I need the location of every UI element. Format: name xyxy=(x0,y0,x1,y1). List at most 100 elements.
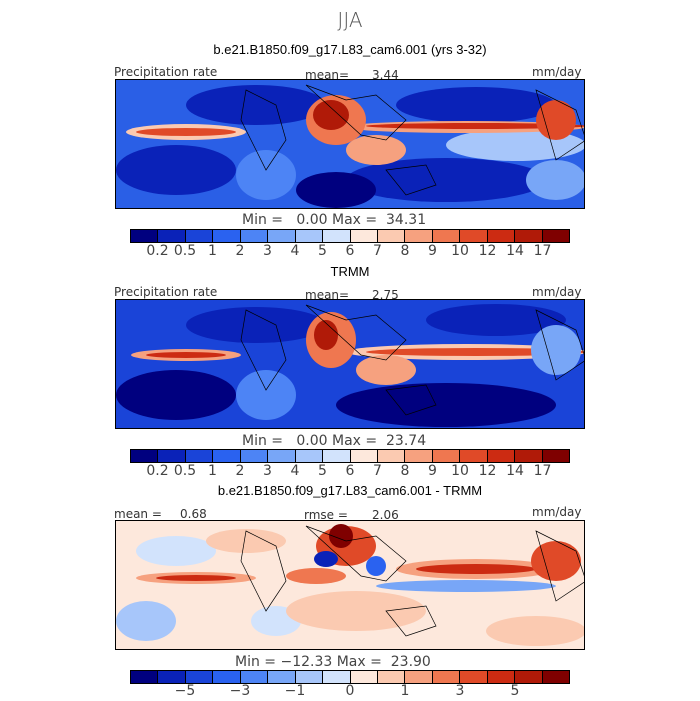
colorbar-tick-label: 0.5 xyxy=(173,243,197,259)
colorbar-tick-label: 10 xyxy=(451,463,469,479)
panel2-mean-value: 2.75 xyxy=(372,288,399,302)
colorbar-swatch xyxy=(460,230,488,242)
colorbar-swatch xyxy=(158,671,186,683)
colorbar-swatch xyxy=(515,671,543,683)
colorbar-swatch xyxy=(350,671,378,683)
colorbar-tick-label: 3 xyxy=(263,243,272,259)
colorbar-tick-label: 17 xyxy=(533,463,552,479)
colorbar-swatch xyxy=(185,230,214,242)
panel3-mean-value: 0.68 xyxy=(180,507,207,521)
colorbar-swatch xyxy=(268,450,296,462)
colorbar-tick-label: 8 xyxy=(400,463,410,479)
panel1-title: b.e21.B1850.f09_g17.L83_cam6.001 (yrs 3-… xyxy=(213,42,487,57)
panel3-rmse-label: rmse = xyxy=(304,508,348,522)
panel1-units: mm/day xyxy=(532,65,582,79)
colorbar-swatch xyxy=(515,230,543,242)
colorbar-swatch xyxy=(240,230,269,242)
colorbar-swatch xyxy=(213,230,241,242)
colorbar-swatch xyxy=(460,671,488,683)
colorbar-swatch xyxy=(240,450,269,462)
colorbar-tick-label: −3 xyxy=(229,683,251,699)
colorbar-tick-label: 8 xyxy=(400,243,410,259)
panel3-colorbar xyxy=(130,670,570,684)
colorbar-tick-label: 14 xyxy=(506,243,524,259)
colorbar-swatch xyxy=(158,450,186,462)
colorbar-tick-label: 2 xyxy=(235,243,245,259)
panel1-mean-label: mean= xyxy=(305,68,350,82)
panel3-minmax: Min = −12.33 Max = 23.90 xyxy=(235,654,431,670)
colorbar-tick-label: 9 xyxy=(428,243,437,259)
colorbar-swatch xyxy=(432,230,461,242)
colorbar-tick-label: 17 xyxy=(533,243,552,259)
colorbar-swatch xyxy=(131,230,159,242)
colorbar-swatch xyxy=(487,450,516,462)
colorbar-swatch xyxy=(240,671,269,683)
colorbar-swatch xyxy=(542,230,569,242)
colorbar-tick-label: 0 xyxy=(345,683,355,699)
colorbar-swatch xyxy=(432,450,461,462)
colorbar-swatch xyxy=(213,671,241,683)
panel1-mean-value: 3.44 xyxy=(372,68,399,82)
colorbar-tick-label: 5 xyxy=(318,463,327,479)
colorbar-tick-label: 7 xyxy=(373,243,382,259)
season-title: JJA xyxy=(337,8,363,32)
colorbar-swatch xyxy=(131,671,159,683)
colorbar-swatch xyxy=(323,230,351,242)
panel2-precip-map xyxy=(115,299,585,429)
colorbar-swatch xyxy=(487,230,516,242)
colorbar-swatch xyxy=(377,450,406,462)
panel1-variable-label: Precipitation rate xyxy=(114,65,218,79)
colorbar-tick-label: 0.2 xyxy=(146,243,169,259)
colorbar-swatch xyxy=(460,450,488,462)
panel3-colorbar-ticks: −5 −3 −1 0 1 3 5 xyxy=(130,683,570,701)
colorbar-swatch xyxy=(323,450,351,462)
colorbar-tick-label: 4 xyxy=(290,243,300,259)
panel3-rmse-value: 2.06 xyxy=(372,508,399,522)
panel1-colorbar-ticks: 0.2 0.5 1 2 3 4 5 6 7 8 9 10 12 14 17 xyxy=(130,243,570,261)
panel3-mean-label: mean = xyxy=(114,507,162,521)
colorbar-swatch xyxy=(377,230,406,242)
panel1-colorbar xyxy=(130,229,570,243)
panel2-mean-label: mean= xyxy=(305,288,350,302)
colorbar-swatch xyxy=(185,450,214,462)
colorbar-swatch xyxy=(158,230,186,242)
colorbar-swatch xyxy=(295,230,324,242)
colorbar-swatch xyxy=(295,450,324,462)
panel1-minmax: Min = 0.00 Max = 34.31 xyxy=(242,212,427,228)
colorbar-swatch xyxy=(268,230,296,242)
colorbar-swatch xyxy=(377,671,406,683)
colorbar-tick-label: 12 xyxy=(478,243,497,259)
colorbar-tick-label: 4 xyxy=(290,463,300,479)
panel1-precip-map xyxy=(115,79,585,209)
colorbar-tick-label: 2 xyxy=(235,463,245,479)
panel3-title: b.e21.B1850.f09_g17.L83_cam6.001 - TRMM xyxy=(217,483,483,498)
colorbar-swatch xyxy=(515,450,543,462)
colorbar-tick-label: 1 xyxy=(208,463,217,479)
colorbar-swatch xyxy=(542,671,569,683)
colorbar-tick-label: 6 xyxy=(345,463,355,479)
panel2-variable-label: Precipitation rate xyxy=(114,285,218,299)
colorbar-tick-label: −1 xyxy=(284,683,306,699)
panel3-units: mm/day xyxy=(532,505,582,519)
colorbar-swatch xyxy=(432,671,461,683)
colorbar-swatch xyxy=(405,450,433,462)
colorbar-tick-label: 12 xyxy=(478,463,497,479)
colorbar-tick-label: −5 xyxy=(174,683,196,699)
panel2-minmax: Min = 0.00 Max = 23.74 xyxy=(242,433,427,449)
colorbar-tick-label: 14 xyxy=(506,463,524,479)
colorbar-swatch xyxy=(185,671,214,683)
colorbar-tick-label: 1 xyxy=(400,683,410,699)
colorbar-tick-label: 9 xyxy=(428,463,437,479)
colorbar-tick-label: 10 xyxy=(451,243,469,259)
colorbar-tick-label: 5 xyxy=(510,683,520,699)
colorbar-swatch xyxy=(268,671,296,683)
colorbar-swatch xyxy=(295,671,324,683)
panel2-title: TRMM xyxy=(330,264,370,279)
panel3-difference-map xyxy=(115,520,585,650)
colorbar-swatch xyxy=(323,671,351,683)
colorbar-swatch xyxy=(350,230,378,242)
colorbar-tick-label: 1 xyxy=(208,243,217,259)
panel2-colorbar xyxy=(130,449,570,463)
colorbar-swatch xyxy=(405,230,433,242)
colorbar-swatch xyxy=(350,450,378,462)
